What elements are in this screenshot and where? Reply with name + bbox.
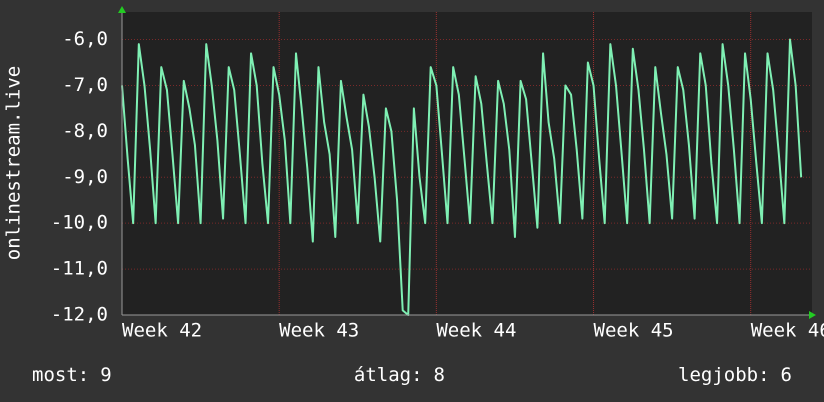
stat-value: 6 [781,364,792,386]
y-tick-label: -12,0 [51,304,108,326]
y-tick-label: -10,0 [51,212,108,234]
x-tick-label: Week 44 [436,320,516,342]
data-line [121,38,803,316]
stat-label: most: [32,364,89,386]
axes [118,6,816,319]
labels: -12,0 -11,0 -10,0 -9,0 -8,0 -7,0 -6,0 Week 42 We… [32,28,824,385]
stat-value: 9 [100,364,111,386]
x-arrow [809,311,816,319]
x-tick-label: Week 43 [279,320,359,342]
stat-label: legjobb: [678,364,770,386]
x-tick-label: Week 42 [122,320,202,342]
y-tick-label: -9,0 [62,166,108,188]
y-tick-label: -8,0 [62,120,108,142]
y-axis-label: onlinestream.live [3,66,25,260]
y-tick-label: -11,0 [51,258,108,280]
stat: átlag: 8 [354,364,445,386]
stat-label: átlag: [354,364,423,386]
y-tick-label: -6,0 [62,28,108,50]
y-arrow [118,6,126,13]
stat: most: 9 [32,364,112,386]
marks [121,38,803,316]
stat: legjobb: 6 [678,364,792,386]
y-tick-label: -7,0 [62,74,108,96]
x-tick-label: Week 45 [594,320,674,342]
x-tick-label: Week 46 [751,320,824,342]
stat-value: 8 [434,364,445,386]
